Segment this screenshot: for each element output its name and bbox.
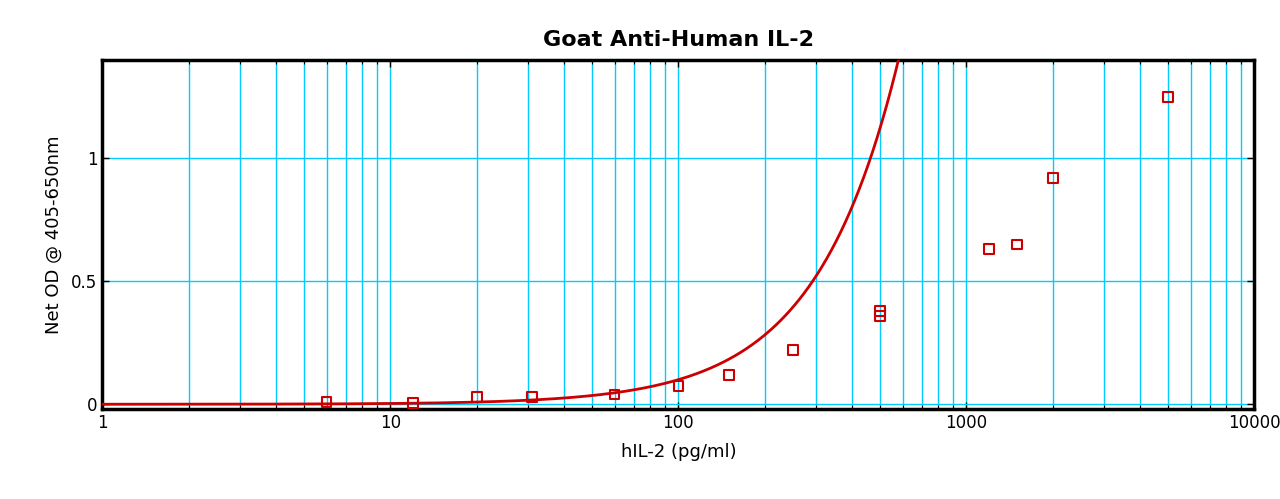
Point: [522, 393, 543, 401]
Y-axis label: Net OD @ 405-650nm: Net OD @ 405-650nm: [45, 135, 63, 334]
Point: [1157, 93, 1178, 101]
Point: [719, 371, 740, 379]
Point: [869, 312, 890, 320]
Point: [316, 398, 337, 406]
Point: [467, 393, 488, 401]
Point: [403, 399, 424, 407]
Point: [604, 390, 625, 398]
X-axis label: hIL-2 (pg/ml): hIL-2 (pg/ml): [621, 443, 736, 461]
Point: [979, 246, 1000, 253]
Point: [783, 346, 804, 354]
Point: [1043, 174, 1064, 182]
Point: [869, 307, 890, 315]
Point: [1007, 241, 1028, 249]
Point: [668, 382, 689, 390]
Title: Goat Anti-Human IL-2: Goat Anti-Human IL-2: [543, 30, 814, 50]
